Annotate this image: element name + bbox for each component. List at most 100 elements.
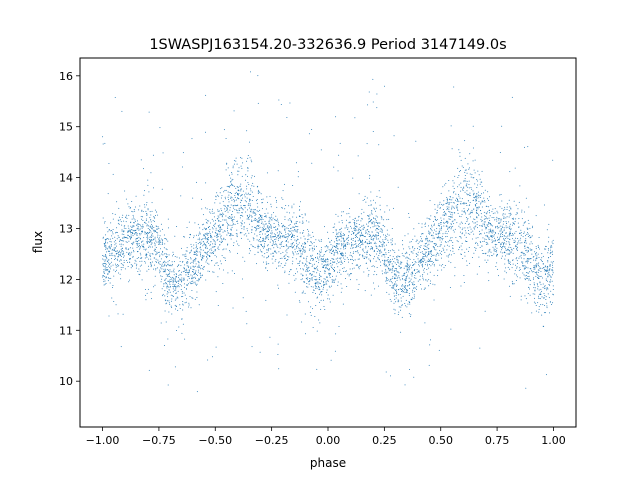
data-point [464, 251, 466, 253]
data-point [250, 211, 252, 213]
data-point [137, 226, 139, 228]
data-point [337, 281, 339, 283]
data-point [376, 251, 378, 253]
data-point [108, 278, 110, 280]
data-point [120, 255, 122, 257]
data-point [385, 371, 387, 373]
data-point [269, 195, 271, 197]
data-point [244, 207, 246, 209]
data-point [372, 217, 374, 219]
data-point [366, 257, 368, 259]
data-point [325, 265, 327, 267]
data-point [267, 231, 269, 232]
data-point [466, 190, 468, 192]
data-point [181, 318, 183, 320]
data-point [159, 269, 161, 271]
data-point [300, 279, 302, 281]
data-point [458, 225, 460, 227]
data-point [496, 262, 498, 264]
data-point [337, 243, 339, 245]
data-point [482, 252, 484, 254]
data-point [262, 223, 264, 225]
data-point [493, 250, 495, 252]
data-point [352, 260, 354, 262]
data-point [381, 244, 383, 246]
data-point [496, 220, 498, 222]
data-point [378, 144, 380, 146]
data-point [235, 160, 237, 162]
data-point [501, 225, 503, 227]
data-point [535, 252, 537, 254]
data-point [163, 268, 165, 270]
data-point [524, 266, 526, 268]
data-point [185, 274, 187, 276]
data-point [304, 246, 306, 248]
data-point [274, 236, 276, 238]
data-point [173, 277, 175, 279]
data-point [300, 253, 302, 255]
data-point [389, 255, 391, 257]
data-point [551, 303, 553, 305]
data-point [285, 233, 287, 235]
data-point [552, 261, 554, 263]
data-point [293, 227, 295, 229]
data-point [527, 267, 529, 269]
data-point [407, 290, 409, 292]
data-point [250, 209, 252, 211]
data-point [423, 247, 425, 249]
data-point [220, 227, 222, 229]
data-point [280, 243, 282, 245]
data-point [436, 228, 438, 230]
data-point [516, 248, 518, 250]
data-point [234, 223, 236, 225]
data-point [133, 222, 135, 224]
data-point [428, 279, 430, 281]
data-point [195, 247, 197, 249]
data-point [310, 255, 312, 257]
data-point [415, 252, 417, 254]
data-point [372, 239, 374, 241]
data-point [160, 275, 162, 277]
data-point [548, 273, 550, 275]
data-point [403, 273, 405, 275]
data-point [470, 228, 472, 230]
data-point [189, 281, 191, 283]
data-point [310, 244, 312, 246]
data-point [326, 276, 328, 278]
data-point [141, 226, 143, 228]
data-point [300, 273, 302, 275]
data-point [106, 248, 108, 250]
data-point [217, 246, 219, 248]
data-point [509, 295, 511, 297]
data-point [181, 166, 183, 168]
data-point [305, 220, 307, 222]
data-point [405, 279, 407, 281]
data-point [253, 220, 255, 222]
data-point [226, 210, 228, 212]
data-point [104, 234, 106, 236]
data-point [323, 278, 325, 280]
data-point [439, 207, 441, 209]
data-point [439, 245, 441, 247]
data-point [358, 232, 360, 234]
data-point [186, 270, 188, 272]
data-point [183, 270, 185, 272]
data-point [159, 256, 161, 258]
data-point [464, 230, 466, 232]
data-point [228, 186, 230, 188]
data-point [367, 233, 369, 235]
data-point [345, 224, 347, 226]
data-point [141, 231, 143, 233]
data-point [272, 243, 274, 245]
data-point [370, 212, 372, 214]
data-point [542, 283, 544, 285]
data-point [414, 275, 416, 277]
data-point [517, 247, 519, 249]
data-point [105, 242, 107, 244]
data-point [203, 238, 205, 240]
data-point [427, 263, 429, 265]
data-point [118, 272, 120, 274]
data-point [251, 245, 253, 247]
data-point [420, 251, 422, 253]
data-point [351, 244, 353, 246]
